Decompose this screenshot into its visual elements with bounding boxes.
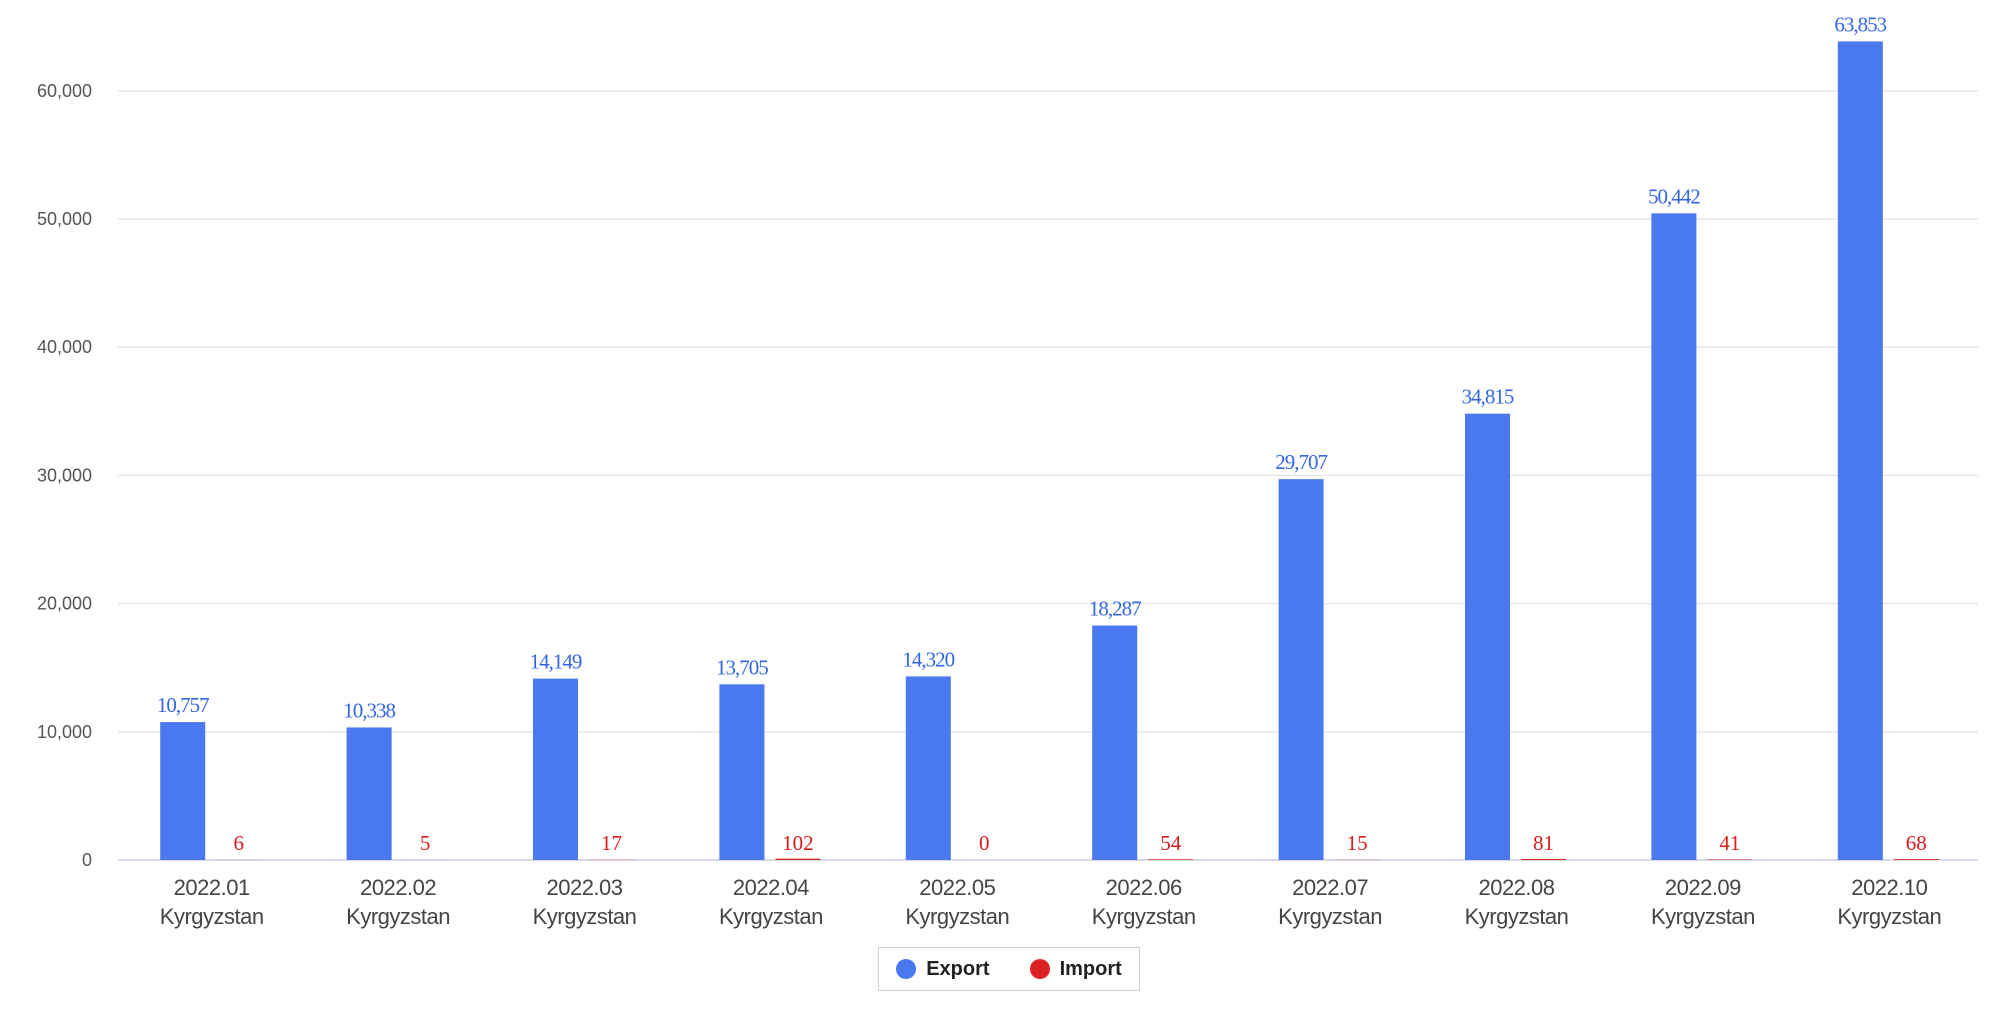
bar-export[interactable] [1651,213,1697,860]
bar-export[interactable] [533,678,578,860]
legend-item-export[interactable]: Export [896,957,990,981]
y-tick-label: 50,000 [37,209,92,229]
x-tick-label-country: Kyrgyzstan [905,904,1009,929]
y-tick-label: 0 [82,850,92,870]
x-tick-label-country: Kyrgyzstan [1651,904,1755,929]
x-tick-label-period: 2022.07 [1292,875,1368,900]
y-tick-label: 40,000 [37,337,92,357]
bar-export[interactable] [905,676,951,860]
y-tick-label: 20,000 [37,594,92,614]
data-label-export: 50,442 [1648,184,1700,208]
bar-export[interactable] [1092,625,1138,860]
legend-dot-export [896,959,917,979]
data-label-import: 17 [601,831,622,855]
bar-import[interactable] [1707,859,1753,860]
x-tick-label-period: 2022.03 [546,875,622,900]
x-tick-label-period: 2022.05 [919,875,995,900]
data-label-export: 10,338 [343,698,395,722]
data-label-import: 102 [782,831,814,855]
bar-export[interactable] [1465,413,1510,860]
bar-import[interactable] [1148,859,1194,860]
bar-export[interactable] [1278,479,1324,860]
data-label-import: 15 [1347,831,1368,855]
data-label-export: 14,149 [530,650,582,674]
x-tick-label-period: 2022.02 [360,875,436,900]
x-tick-label-country: Kyrgyzstan [1837,904,1941,929]
data-label-import: 54 [1160,831,1182,855]
data-label-import: 5 [420,831,431,855]
bar-export[interactable] [719,684,765,860]
data-label-export: 10,757 [157,693,209,717]
data-label-export: 18,287 [1089,597,1141,621]
data-label-import: 81 [1533,831,1554,855]
x-tick-label-period: 2022.04 [733,875,809,900]
x-tick-label-period: 2022.08 [1478,875,1554,900]
bar-export[interactable] [1837,41,1883,860]
data-label-export: 34,815 [1462,385,1514,409]
legend: Export Import [878,947,1140,991]
data-label-export: 14,320 [902,647,954,671]
legend-label-export: Export [926,957,990,980]
bar-import[interactable] [1521,858,1566,860]
x-tick-label-country: Kyrgyzstan [346,904,450,929]
x-tick-label-period: 2022.09 [1665,875,1741,900]
x-tick-label-period: 2022.06 [1106,875,1182,900]
data-label-import: 68 [1906,831,1927,855]
bar-import[interactable] [1893,859,1939,860]
data-label-import: 41 [1719,831,1740,855]
bar-import[interactable] [775,858,821,860]
legend-label-import: Import [1059,957,1122,980]
bar-export[interactable] [160,722,206,860]
x-tick-label-country: Kyrgyzstan [1278,904,1382,929]
x-tick-label-period: 2022.01 [174,875,250,900]
x-tick-label-country: Kyrgyzstan [1092,904,1196,929]
x-tick-label-period: 2022.10 [1851,875,1927,900]
data-label-export: 13,705 [716,655,768,679]
y-tick-label: 10,000 [37,722,92,742]
legend-item-import[interactable]: Import [1029,957,1122,981]
legend-dot-import [1029,959,1050,979]
x-tick-label-country: Kyrgyzstan [719,904,823,929]
x-tick-label-country: Kyrgyzstan [1465,904,1569,929]
data-label-import: 0 [979,831,990,855]
y-tick-label: 30,000 [37,465,92,485]
data-label-export: 29,707 [1275,450,1327,474]
data-label-export: 63,853 [1834,12,1886,36]
y-tick-label: 60,000 [37,81,92,101]
x-tick-label-country: Kyrgyzstan [533,904,637,929]
x-tick-label-country: Kyrgyzstan [160,904,264,929]
data-label-import: 6 [233,831,244,855]
bar-export[interactable] [346,727,392,860]
